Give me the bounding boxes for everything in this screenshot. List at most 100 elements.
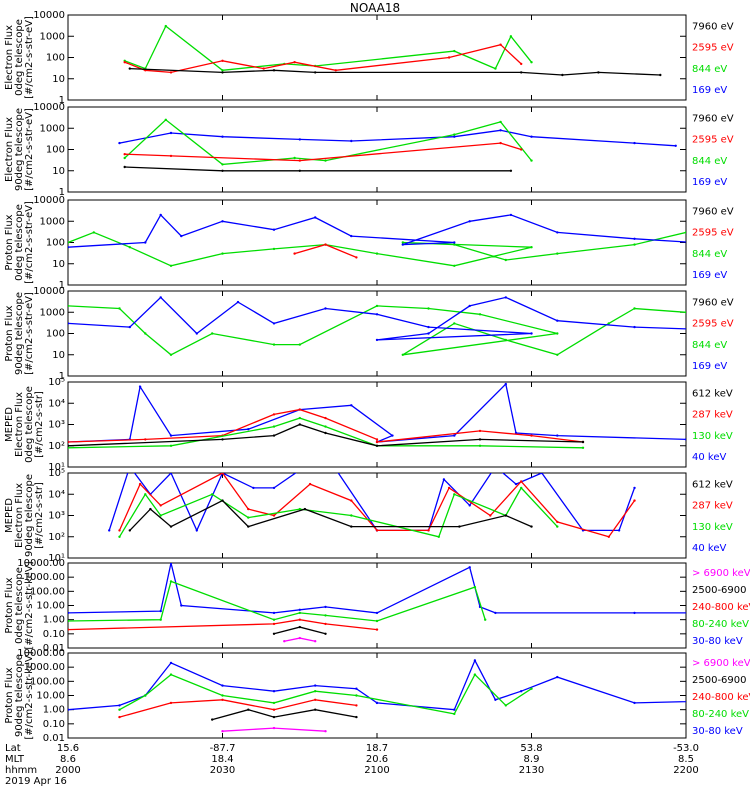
series-blue-point xyxy=(314,684,317,687)
panel-frame xyxy=(67,199,687,286)
y-tick-label: 100.00 xyxy=(30,676,65,687)
series-red-point xyxy=(478,429,482,433)
y-tick-label: 0.01 xyxy=(43,643,65,654)
series-blue-line xyxy=(68,213,686,248)
series-black-point xyxy=(272,434,276,437)
series-green-point xyxy=(581,446,585,449)
series-blue-point xyxy=(468,304,471,308)
series-black-point xyxy=(68,444,70,447)
series-green-line xyxy=(68,231,686,267)
y-tick-label: 1 xyxy=(59,280,65,291)
legend-entry: 844 eV xyxy=(692,340,727,351)
series-blue-point xyxy=(272,322,276,325)
series-black-line xyxy=(124,166,511,172)
series-black-point xyxy=(298,169,301,172)
series-green-point xyxy=(324,159,327,162)
footer-date: 2019 Apr 16 xyxy=(5,776,67,787)
series-blue-point xyxy=(556,319,559,322)
series-blue-point xyxy=(350,139,353,143)
series-green-point xyxy=(375,252,379,255)
series-green-point xyxy=(324,425,327,428)
legend-entry: 40 keV xyxy=(692,543,726,554)
series-blue-point xyxy=(252,486,255,490)
panel-3: 1 10 100 1000 10000 Proton Flux 0deg telescope… xyxy=(4,195,734,291)
series-red-point xyxy=(272,708,276,711)
series-blue-point xyxy=(504,382,507,386)
series-green-point xyxy=(453,264,456,267)
series-green-point xyxy=(504,704,507,707)
y-axis-label: Electron Flux xyxy=(14,392,25,457)
y-tick-label: 1.00 xyxy=(43,705,65,716)
series-black-point xyxy=(597,71,600,74)
y-axis-label: [#/cm2-s-str-eV] xyxy=(24,16,35,99)
series-red-point xyxy=(350,499,353,502)
series-green-point xyxy=(504,258,507,262)
y-tick-label: 10000 xyxy=(33,102,65,113)
series-blue-point xyxy=(375,611,379,615)
series-magenta-point xyxy=(272,726,276,730)
series-black-line xyxy=(129,67,661,76)
y-tick-label: 1 xyxy=(59,95,65,106)
y-tick-label: 1000 xyxy=(40,216,65,227)
y-axis-label: Proton Flux xyxy=(4,577,15,633)
series-green-point xyxy=(92,231,96,234)
y-tick-label: 1.00 xyxy=(43,615,65,626)
series-magenta-point xyxy=(283,640,286,643)
series-green-point xyxy=(453,133,456,136)
series-black-point xyxy=(221,438,224,441)
series-blue-line xyxy=(68,563,686,614)
series-green-point xyxy=(684,311,686,314)
series-blue-point xyxy=(684,438,686,441)
series-magenta-point xyxy=(324,730,327,733)
y-tick-label: 10² xyxy=(48,532,65,543)
series-black-point xyxy=(272,69,276,72)
y-tick-label: 10000.00 xyxy=(17,648,65,659)
series-green-line xyxy=(68,417,584,449)
series-red-point xyxy=(355,256,358,259)
series-green-point xyxy=(453,322,456,325)
series-green-point xyxy=(118,307,121,310)
series-green-point xyxy=(350,514,353,517)
series-black-point xyxy=(128,67,131,70)
series-red-point xyxy=(447,56,451,59)
legend-entry: 40 keV xyxy=(692,452,726,463)
series-red-point xyxy=(314,698,317,701)
y-axis-label: 0deg telescope xyxy=(24,386,35,463)
y-tick-label: 10 xyxy=(52,259,65,270)
legend-entry: 287 keV xyxy=(692,410,733,421)
series-green-point xyxy=(556,252,559,255)
y-tick-label: 10 xyxy=(52,350,65,361)
series-black-point xyxy=(221,169,224,172)
series-red-point xyxy=(298,408,301,411)
series-green-point xyxy=(736,332,738,334)
series-red-point xyxy=(68,628,70,631)
y-axis-label: 90deg telescope xyxy=(14,654,25,737)
series-red-point xyxy=(293,252,296,255)
series-red-line xyxy=(119,699,357,718)
series-red-point xyxy=(159,504,162,507)
series-green-point xyxy=(453,493,456,496)
series-green-point xyxy=(473,585,477,589)
series-blue-point xyxy=(350,404,353,407)
series-green-point xyxy=(453,49,456,53)
y-tick-label: 10² xyxy=(48,441,65,452)
series-green-point xyxy=(530,159,533,162)
legend-entry: 30-80 keV xyxy=(692,636,743,647)
y-axis-label: Electron Flux xyxy=(14,483,25,548)
series-black-point xyxy=(272,632,276,635)
footer-value: 2000 xyxy=(55,765,80,776)
series-green-point xyxy=(272,343,276,346)
series-blue-point xyxy=(556,231,559,234)
panel-frame xyxy=(67,652,687,739)
series-black-point xyxy=(303,507,307,511)
series-red-point xyxy=(123,153,126,156)
series-green-point xyxy=(211,332,214,335)
series-blue-point xyxy=(453,708,456,711)
series-red-point xyxy=(375,529,379,532)
series-blue-point xyxy=(159,296,162,299)
series-red-point xyxy=(144,438,147,441)
series-green-point xyxy=(509,35,513,38)
series-blue-point xyxy=(169,661,173,665)
series-black-point xyxy=(581,440,585,444)
series-green-point xyxy=(520,486,523,490)
